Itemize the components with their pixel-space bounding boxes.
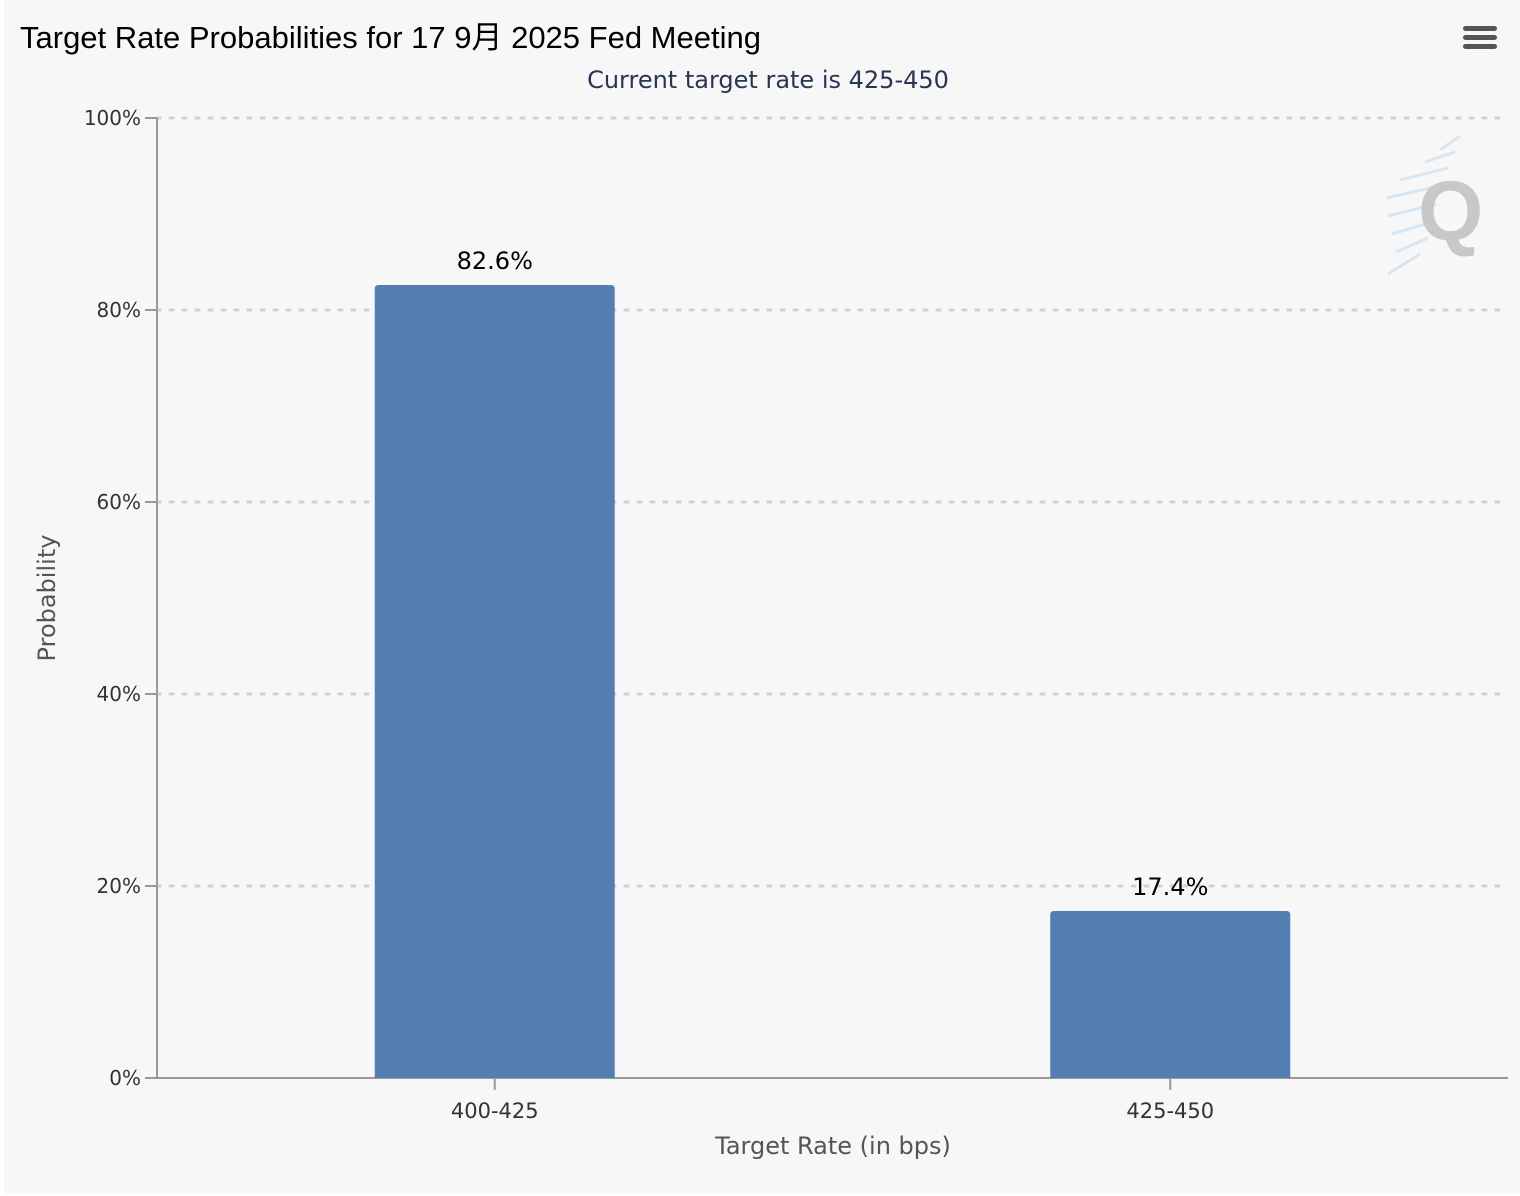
- grid-lines: [155, 116, 1510, 888]
- x-tick-label: 425-450: [1126, 1099, 1214, 1123]
- svg-text:Q: Q: [1418, 164, 1483, 258]
- bars: 82.6% 17.4%: [374, 247, 1291, 1078]
- y-axis-ticks: 0% 20% 40% 60% 80% 100%: [84, 106, 157, 1090]
- bar-400-425[interactable]: [374, 285, 615, 1078]
- y-tick-label: 100%: [84, 106, 141, 130]
- bar-data-label: 17.4%: [1132, 873, 1208, 901]
- chart-title: Target Rate Probabilities for 17 9月 2025…: [20, 20, 761, 55]
- y-tick-label: 20%: [97, 874, 141, 898]
- y-tick-label: 80%: [97, 298, 141, 322]
- y-tick-label: 0%: [109, 1066, 141, 1090]
- x-axis-ticks: 400-425 425-450: [451, 1078, 1214, 1123]
- y-tick-label: 40%: [97, 682, 141, 706]
- chart-subtitle: Current target rate is 425-450: [587, 66, 949, 94]
- y-tick-label: 60%: [97, 490, 141, 514]
- y-axis-title: Probability: [33, 535, 61, 662]
- bar-data-label: 82.6%: [457, 247, 533, 275]
- x-tick-label: 400-425: [451, 1099, 539, 1123]
- x-axis-title: Target Rate (in bps): [714, 1132, 951, 1160]
- bar-425-450[interactable]: [1050, 910, 1291, 1078]
- q-logo-icon: Q: [1385, 134, 1483, 276]
- hamburger-menu-icon[interactable]: [1460, 20, 1500, 56]
